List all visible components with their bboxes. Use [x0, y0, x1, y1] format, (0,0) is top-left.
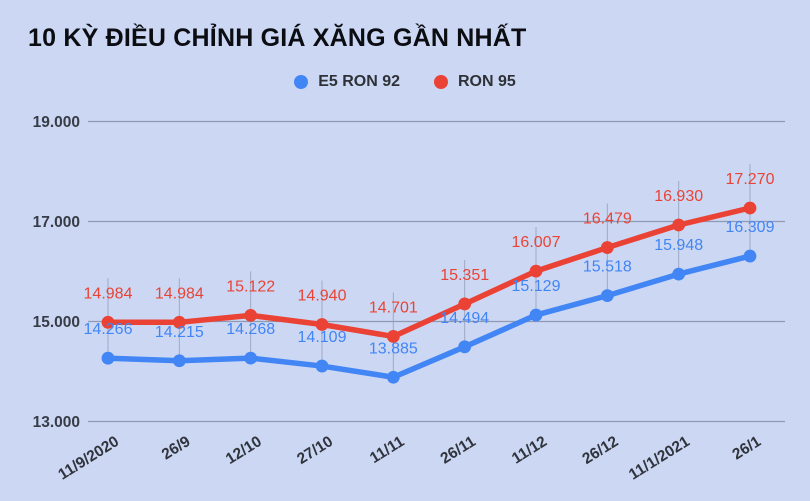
data-point: [458, 340, 472, 354]
data-label: 15.518: [583, 259, 632, 276]
x-axis-tick-label: 26/9: [159, 433, 194, 464]
data-label: 14.494: [440, 310, 489, 327]
data-point: [672, 218, 686, 232]
data-label: 15.122: [226, 278, 275, 295]
data-label: 15.351: [440, 267, 489, 284]
data-point: [600, 289, 614, 302]
data-label: 14.268: [226, 321, 275, 338]
page-title: 10 KỲ ĐIỀU CHỈNH GIÁ XĂNG GẦN NHẤT: [28, 24, 527, 52]
x-axis-tick-label: 11/12: [509, 433, 550, 468]
legend-label-e5-ron-92: E5 RON 92: [318, 73, 400, 90]
data-label: 14.984: [155, 285, 204, 302]
data-label: 14.266: [84, 321, 133, 338]
data-label: 14.701: [369, 299, 418, 316]
data-point: [315, 359, 329, 373]
data-label: 14.215: [155, 324, 204, 341]
chart-legend: E5 RON 92 RON 95: [0, 73, 810, 91]
x-axis-tick-label: 26/11: [438, 433, 479, 468]
ron-95-series-dot-icon: [434, 75, 448, 89]
x-axis-tick-label: 26/12: [580, 433, 622, 468]
data-point: [386, 370, 400, 384]
data-label: 16.479: [583, 211, 632, 228]
legend-label-ron-95: RON 95: [458, 73, 516, 90]
data-label: 16.309: [726, 219, 775, 236]
data-point: [172, 354, 186, 368]
x-axis-tick-label: 11/11: [367, 433, 408, 467]
y-axis-tick-label: 17.000: [33, 214, 80, 231]
data-point: [386, 330, 400, 343]
legend-item-e5-ron-92: E5 RON 92: [294, 73, 400, 91]
data-point: [101, 351, 115, 365]
data-point: [600, 241, 614, 254]
x-axis-tick-label: 11/1/2021: [626, 433, 693, 484]
data-label: 17.270: [726, 171, 775, 188]
data-label: 16.007: [512, 234, 561, 251]
data-point: [743, 249, 757, 263]
legend-item-ron-95: RON 95: [434, 73, 516, 91]
x-axis-tick-label: 27/10: [294, 433, 336, 468]
data-point: [529, 308, 543, 322]
data-label: 14.984: [84, 285, 133, 302]
data-label: 13.885: [369, 340, 418, 357]
data-label: 15.948: [654, 237, 703, 254]
data-label: 14.109: [298, 329, 347, 346]
data-label: 14.940: [298, 288, 347, 305]
data-label: 15.129: [512, 278, 561, 295]
x-axis-tick-label: 11/9/2020: [55, 433, 122, 484]
series-line-e5-ron-92: [105, 253, 753, 380]
x-axis-tick-label: 12/10: [223, 433, 265, 468]
y-axis-tick-label: 13.000: [33, 414, 80, 431]
data-point: [101, 315, 115, 329]
data-point: [244, 351, 258, 365]
data-point: [743, 201, 757, 215]
data-point: [244, 309, 258, 322]
e5-ron-92-series-dot-icon: [294, 75, 309, 89]
y-axis-tick-label: 15.000: [33, 314, 80, 331]
data-point: [172, 315, 186, 329]
data-point: [315, 318, 329, 331]
data-point: [529, 264, 543, 278]
data-label: 16.930: [654, 188, 703, 205]
data-point: [672, 267, 686, 281]
y-axis-tick-label: 19.000: [33, 114, 80, 131]
series-line-ron-95: [105, 205, 753, 340]
x-axis-tick-label: 26/1: [730, 433, 765, 464]
data-point: [458, 297, 472, 311]
